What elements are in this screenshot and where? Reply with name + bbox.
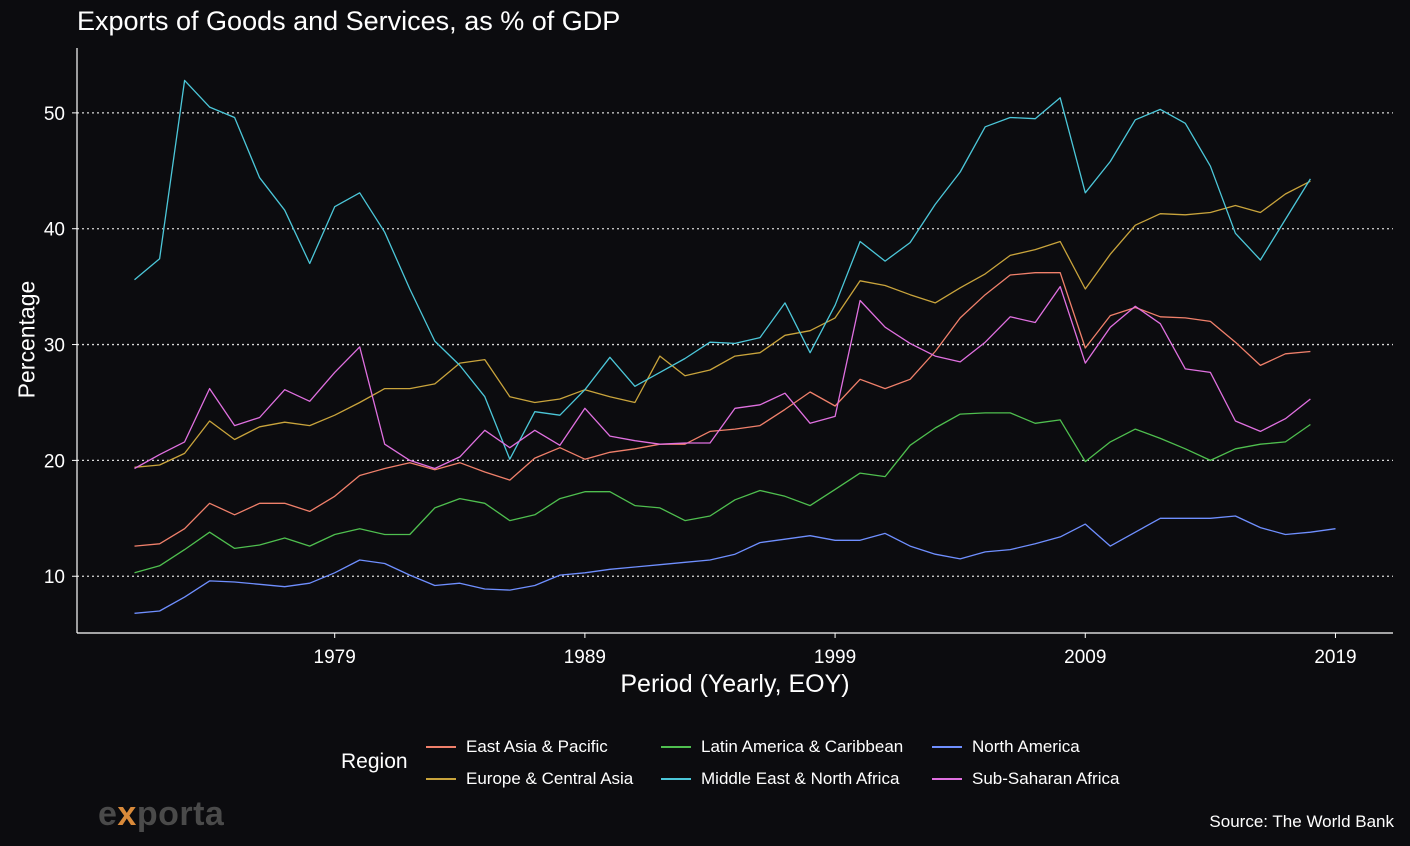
- y-tick-label: 20: [44, 451, 65, 472]
- legend-label: Sub-Saharan Africa: [972, 769, 1120, 788]
- legend-swatch: [932, 746, 962, 748]
- y-tick-label: 30: [44, 336, 65, 357]
- chart-title: Exports of Goods and Services, as % of G…: [77, 6, 621, 36]
- series-lines: [134, 79, 1336, 614]
- x-tick-label: 2009: [1064, 647, 1106, 668]
- series-line-europe-central-asia: [134, 180, 1311, 468]
- x-tick-label: 2019: [1314, 647, 1356, 668]
- legend-label: Middle East & North Africa: [701, 769, 900, 788]
- series-line-east-asia-pacific: [134, 272, 1311, 547]
- tick-labels: 10 20 30 40 50 1979 1989 1999 2009 2019: [44, 104, 1357, 668]
- legend-swatch: [426, 746, 456, 748]
- y-tick-label: 40: [44, 220, 65, 241]
- exporta-logo: exporta: [98, 795, 225, 833]
- legend-swatch: [426, 778, 456, 780]
- legend-swatch: [932, 778, 962, 780]
- y-tick-label: 10: [44, 567, 65, 588]
- x-tick-label: 1979: [314, 647, 356, 668]
- source-note: Source: The World Bank: [1209, 812, 1394, 831]
- legend-item-north-america: North America: [932, 737, 1080, 757]
- legend-item-east-asia: East Asia & Pacific: [426, 737, 608, 757]
- series-line-latin-america-caribbean: [134, 412, 1311, 574]
- legend-item-latin-america: Latin America & Caribbean: [661, 737, 903, 757]
- legend-swatch: [661, 746, 691, 748]
- legend-title: Region: [341, 750, 408, 773]
- x-tick-label: 1999: [814, 647, 856, 668]
- gridlines: [77, 112, 1393, 577]
- legend-label: East Asia & Pacific: [466, 737, 608, 756]
- y-tick-label: 50: [44, 104, 65, 125]
- axes: [72, 48, 1393, 638]
- legend-label: Europe & Central Asia: [466, 769, 634, 788]
- legend-item-sub-saharan: Sub-Saharan Africa: [932, 769, 1119, 789]
- x-tick-label: 1989: [564, 647, 606, 668]
- legend-item-europe: Europe & Central Asia: [426, 769, 633, 789]
- x-axis-label: Period (Yearly, EOY): [620, 670, 850, 698]
- legend-swatch: [661, 778, 691, 780]
- series-line-north-america: [134, 515, 1336, 614]
- y-axis-label: Percentage: [13, 280, 40, 399]
- legend-label: Latin America & Caribbean: [701, 737, 904, 756]
- series-line-sub-saharan-africa: [134, 285, 1311, 470]
- legend-label: North America: [972, 737, 1080, 756]
- series-line-middle-east-north-africa: [134, 79, 1311, 460]
- legend-item-middle-east: Middle East & North Africa: [661, 769, 899, 789]
